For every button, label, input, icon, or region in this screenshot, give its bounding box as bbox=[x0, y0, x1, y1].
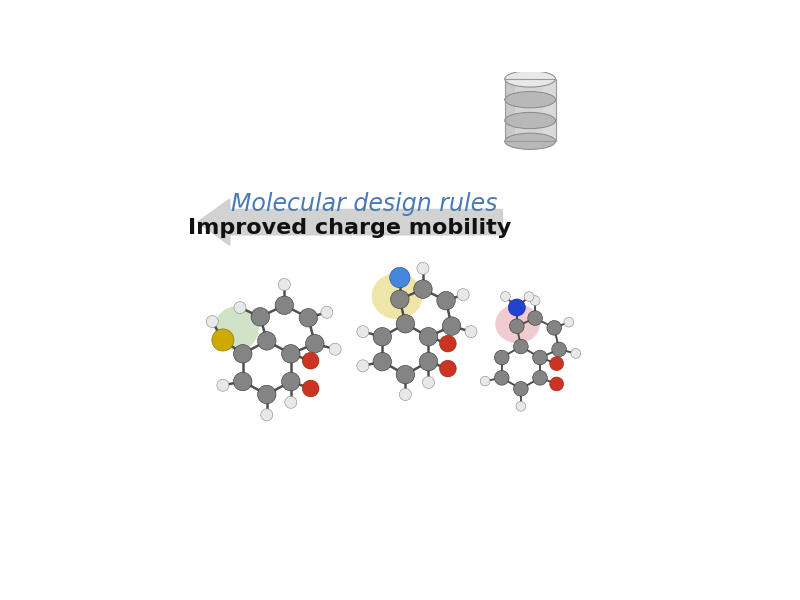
Circle shape bbox=[494, 350, 509, 365]
Circle shape bbox=[552, 342, 566, 357]
Circle shape bbox=[508, 299, 526, 316]
Circle shape bbox=[439, 335, 456, 352]
Circle shape bbox=[442, 317, 461, 335]
Circle shape bbox=[396, 365, 414, 384]
Circle shape bbox=[275, 296, 294, 314]
Circle shape bbox=[550, 377, 563, 391]
Circle shape bbox=[528, 311, 542, 325]
Circle shape bbox=[357, 326, 369, 338]
Circle shape bbox=[261, 409, 273, 421]
Circle shape bbox=[373, 352, 391, 371]
Circle shape bbox=[390, 268, 410, 288]
Ellipse shape bbox=[495, 304, 540, 343]
Circle shape bbox=[212, 329, 234, 351]
Ellipse shape bbox=[505, 133, 555, 149]
Circle shape bbox=[234, 344, 252, 363]
Polygon shape bbox=[543, 79, 555, 141]
Circle shape bbox=[437, 292, 455, 310]
Circle shape bbox=[564, 317, 574, 327]
Circle shape bbox=[419, 328, 438, 346]
Circle shape bbox=[524, 292, 534, 301]
Circle shape bbox=[457, 289, 469, 301]
Circle shape bbox=[234, 302, 246, 314]
Circle shape bbox=[465, 326, 477, 338]
Ellipse shape bbox=[505, 92, 555, 108]
Circle shape bbox=[251, 308, 270, 326]
Circle shape bbox=[302, 352, 319, 369]
Circle shape bbox=[417, 262, 429, 274]
Circle shape bbox=[278, 278, 290, 290]
Circle shape bbox=[329, 343, 341, 355]
Circle shape bbox=[299, 308, 318, 327]
Polygon shape bbox=[505, 100, 555, 121]
Circle shape bbox=[302, 380, 319, 397]
Circle shape bbox=[306, 334, 324, 353]
Polygon shape bbox=[505, 79, 555, 100]
Circle shape bbox=[480, 376, 490, 386]
Circle shape bbox=[234, 372, 252, 391]
FancyArrow shape bbox=[198, 199, 502, 245]
Circle shape bbox=[282, 372, 300, 391]
Circle shape bbox=[282, 344, 300, 363]
Ellipse shape bbox=[372, 273, 422, 319]
Ellipse shape bbox=[505, 112, 555, 128]
Text: Molecular design rules: Molecular design rules bbox=[230, 191, 497, 215]
Circle shape bbox=[396, 314, 414, 333]
Circle shape bbox=[514, 339, 528, 354]
Circle shape bbox=[373, 328, 391, 346]
Circle shape bbox=[514, 382, 528, 396]
Text: Improved charge mobility: Improved charge mobility bbox=[188, 218, 511, 238]
Circle shape bbox=[390, 290, 409, 308]
Circle shape bbox=[214, 306, 259, 350]
Circle shape bbox=[571, 349, 581, 358]
Circle shape bbox=[258, 385, 276, 404]
Circle shape bbox=[530, 296, 540, 305]
Polygon shape bbox=[505, 79, 515, 141]
Circle shape bbox=[494, 371, 509, 385]
Circle shape bbox=[357, 360, 369, 372]
Ellipse shape bbox=[505, 71, 555, 87]
Circle shape bbox=[285, 397, 297, 409]
Polygon shape bbox=[505, 121, 555, 141]
Circle shape bbox=[321, 306, 333, 318]
Circle shape bbox=[501, 292, 510, 301]
Circle shape bbox=[419, 352, 438, 371]
Circle shape bbox=[510, 319, 524, 334]
Circle shape bbox=[258, 332, 276, 350]
Circle shape bbox=[439, 360, 456, 377]
Circle shape bbox=[414, 280, 432, 298]
Circle shape bbox=[422, 376, 434, 388]
Circle shape bbox=[217, 379, 229, 391]
Circle shape bbox=[533, 350, 547, 365]
Circle shape bbox=[516, 401, 526, 411]
Circle shape bbox=[550, 357, 563, 371]
Circle shape bbox=[206, 316, 218, 328]
Circle shape bbox=[547, 320, 562, 335]
Circle shape bbox=[399, 388, 411, 400]
Circle shape bbox=[533, 371, 547, 385]
